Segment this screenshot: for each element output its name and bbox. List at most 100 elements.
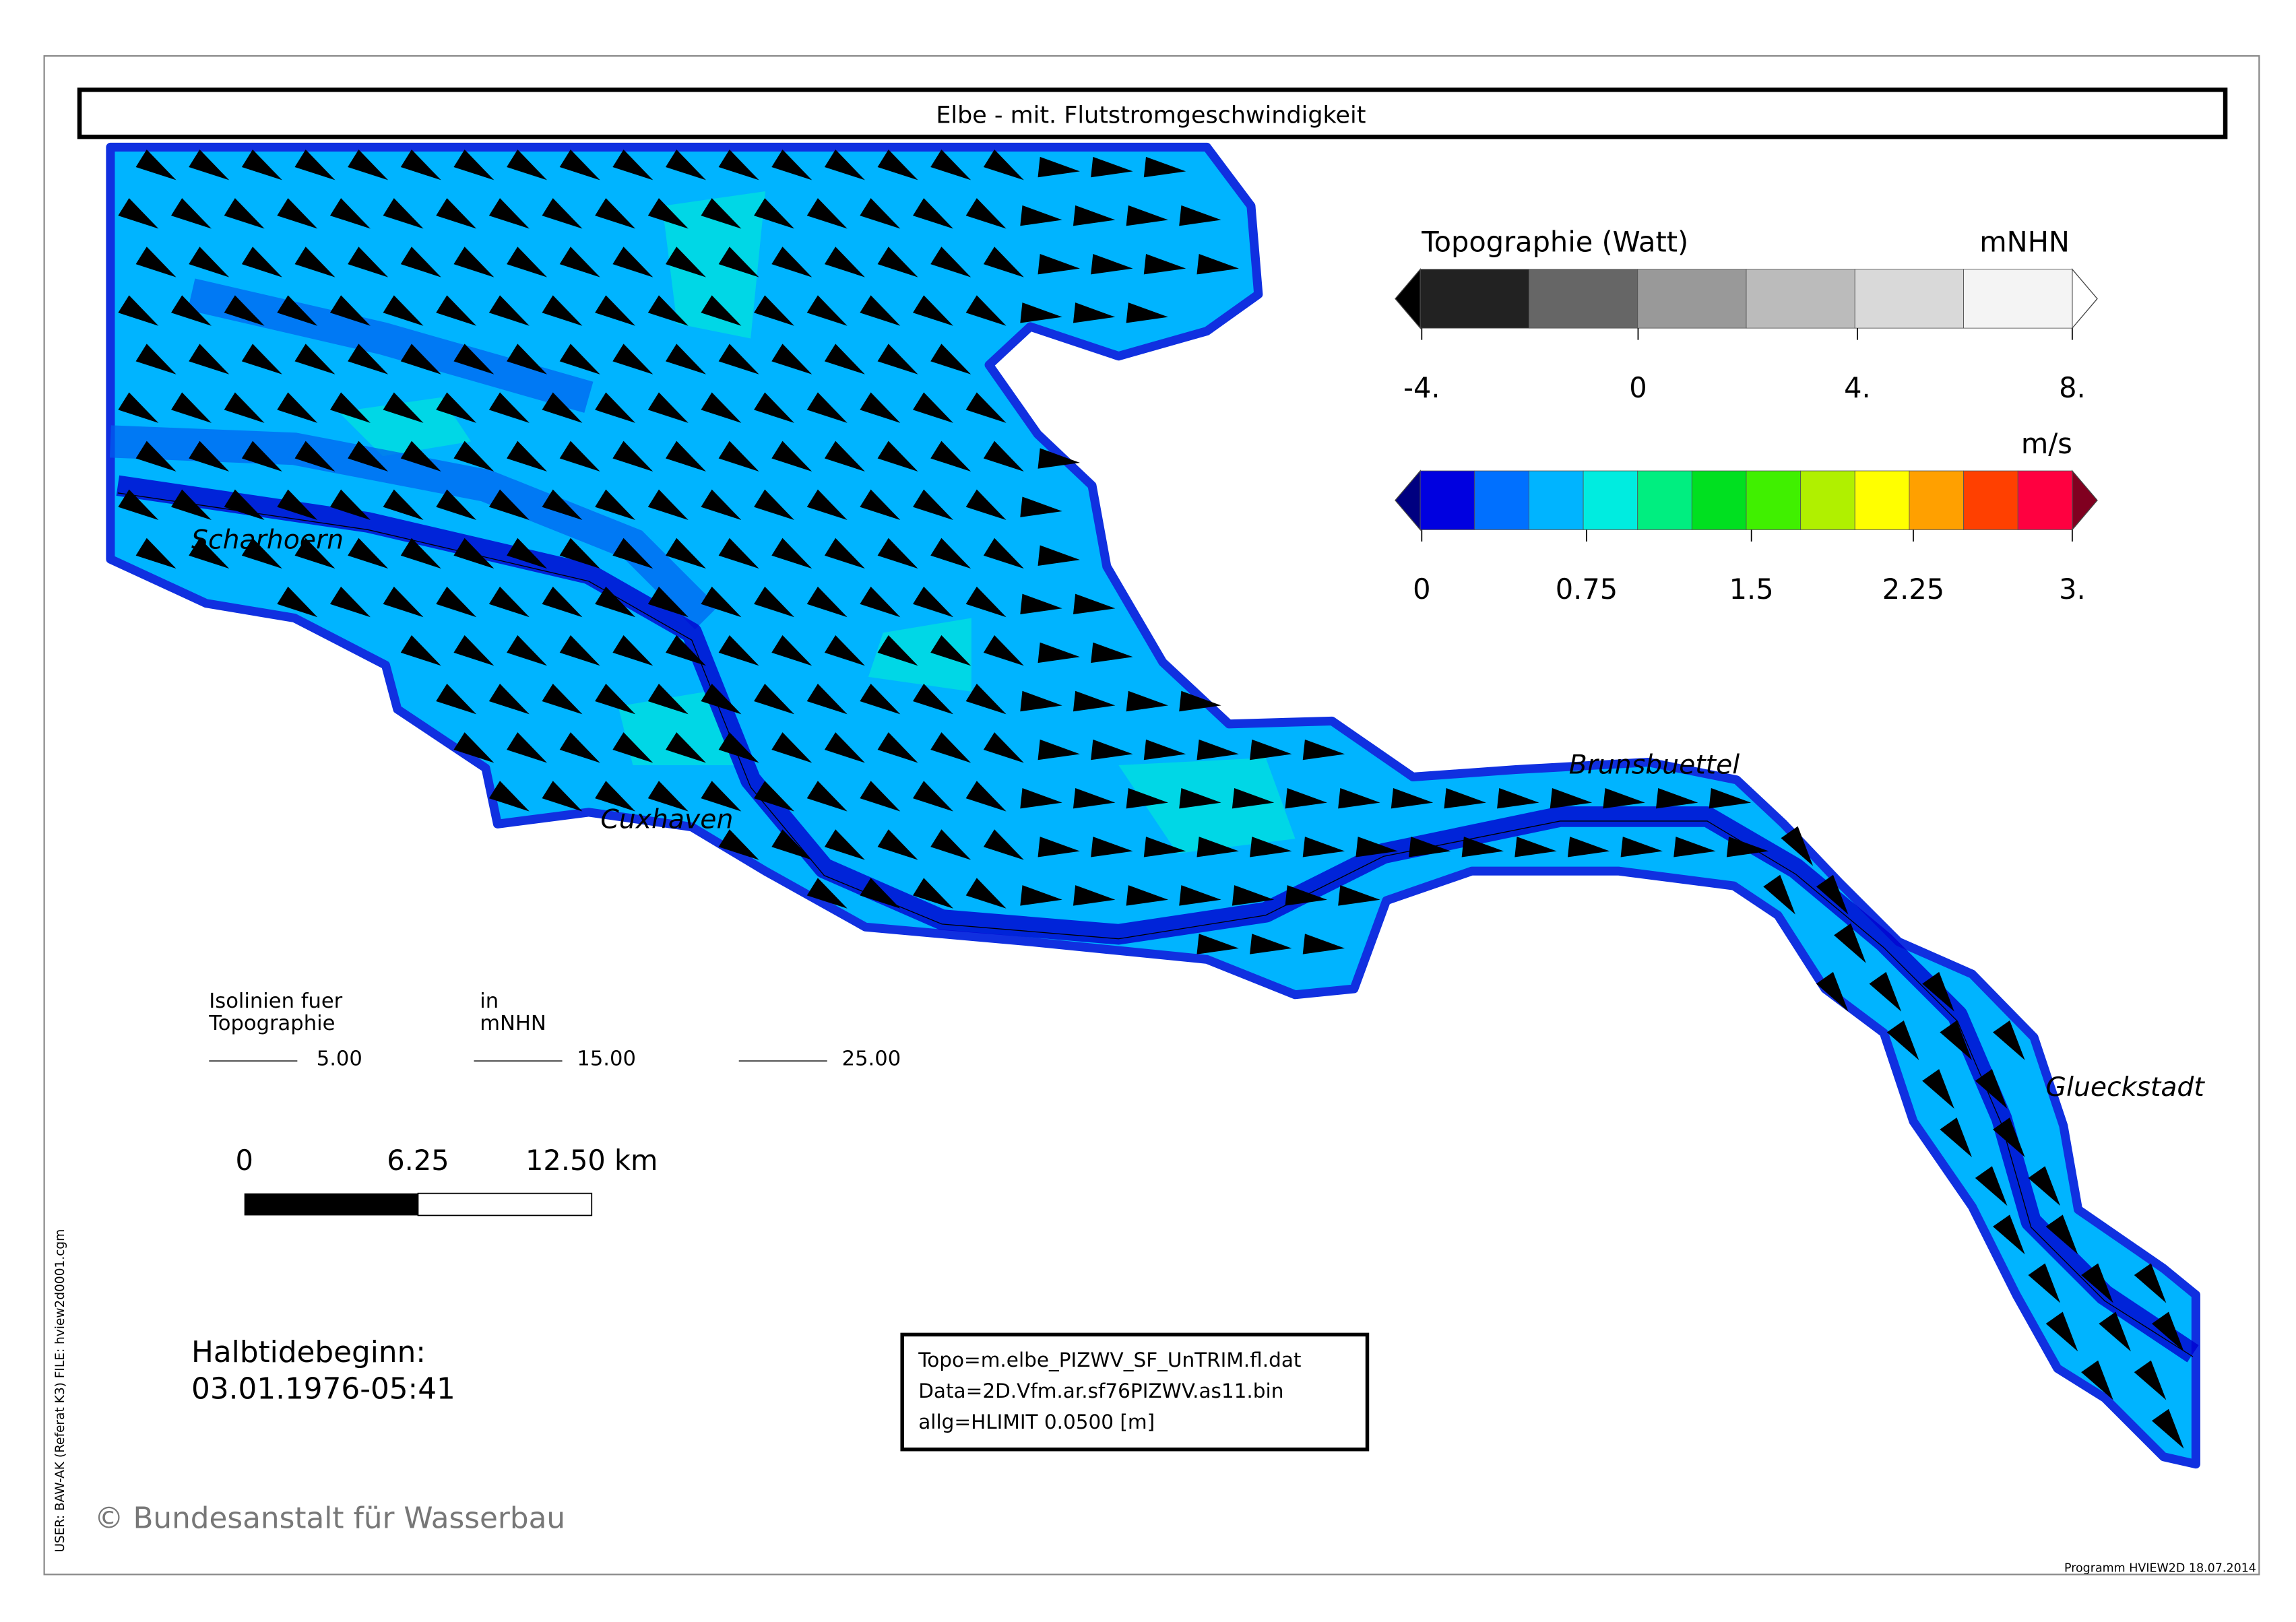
footer: Programm HVIEW2D 18.07.2014 bbox=[2064, 1562, 2256, 1576]
flow-arrow bbox=[1993, 1117, 2025, 1158]
flow-arrow bbox=[612, 150, 653, 181]
side-text: USER: BAW-AK (Referat K3) FILE: hview2d0… bbox=[53, 1229, 67, 1553]
flow-arrow bbox=[595, 781, 636, 812]
flow-arrow bbox=[983, 538, 1024, 569]
flow-arrow bbox=[1250, 934, 1292, 954]
flow-arrow bbox=[860, 586, 901, 618]
flow-arrow bbox=[453, 635, 495, 666]
flow-arrow bbox=[453, 732, 495, 763]
flow-arrow bbox=[877, 344, 918, 375]
flow-arrow bbox=[383, 392, 424, 423]
flow-arrow bbox=[488, 198, 530, 229]
flow-arrow bbox=[718, 441, 759, 472]
flow-arrow bbox=[701, 198, 742, 229]
legend-swatch bbox=[1420, 470, 1475, 530]
legend-tick-label: 1.5 bbox=[1729, 573, 1774, 606]
flow-arrow bbox=[912, 878, 953, 909]
legend-swatch bbox=[1963, 269, 2073, 329]
flow-arrow bbox=[1356, 837, 1398, 857]
flow-arrow bbox=[542, 295, 583, 326]
info-line: allg=HLIMIT 0.0500 [m] bbox=[918, 1410, 1155, 1433]
flow-arrow bbox=[1126, 302, 1169, 323]
flow-arrow bbox=[1038, 545, 1080, 566]
flow-arrow bbox=[559, 441, 600, 472]
flow-arrow bbox=[701, 586, 742, 618]
flow-arrow bbox=[453, 441, 495, 472]
flow-arrow bbox=[170, 295, 212, 326]
flow-arrow bbox=[1091, 837, 1133, 857]
flow-arrow bbox=[877, 247, 918, 278]
flow-arrow bbox=[1073, 787, 1116, 809]
flow-arrow bbox=[965, 586, 1007, 618]
legend-swatch bbox=[1963, 470, 2018, 530]
flow-arrow bbox=[665, 732, 706, 763]
legend-tick-label: 0.75 bbox=[1556, 573, 1618, 606]
flow-arrow bbox=[348, 247, 389, 278]
flow-arrow bbox=[1444, 787, 1486, 809]
flow-arrow bbox=[118, 295, 159, 326]
flow-arrow bbox=[1285, 885, 1327, 906]
flow-arrow bbox=[1143, 253, 1186, 275]
flow-arrow bbox=[912, 295, 953, 326]
flow-arrow bbox=[824, 538, 865, 569]
flow-arrow bbox=[1461, 837, 1504, 857]
flow-arrow bbox=[348, 344, 389, 375]
flow-arrow bbox=[1834, 923, 1866, 963]
flow-arrow bbox=[595, 586, 636, 618]
flow-arrow bbox=[612, 247, 653, 278]
flow-arrow bbox=[2028, 1166, 2061, 1206]
flow-arrow bbox=[754, 295, 795, 326]
flow-arrow bbox=[647, 295, 689, 326]
flow-arrow bbox=[595, 489, 636, 521]
shallow-patch bbox=[618, 691, 736, 765]
flow-arrow bbox=[1143, 156, 1186, 178]
flow-arrow bbox=[1816, 874, 1849, 915]
flow-arrow bbox=[1603, 787, 1645, 809]
flow-arrow bbox=[983, 732, 1024, 763]
flow-arrow bbox=[1302, 837, 1345, 857]
info-line: Data=2D.Vfm.ar.sf76PIZWV.as11.bin bbox=[918, 1380, 1283, 1402]
flow-arrow bbox=[488, 392, 530, 423]
flow-arrow bbox=[1197, 934, 1239, 954]
flow-arrow bbox=[507, 441, 548, 472]
flow-arrow bbox=[1497, 787, 1539, 809]
place-label: Cuxhaven bbox=[600, 804, 733, 835]
title-box bbox=[77, 87, 2228, 139]
flow-arrow bbox=[612, 635, 653, 666]
flow-arrow bbox=[1781, 826, 1814, 866]
flow-arrow bbox=[701, 781, 742, 812]
flow-arrow bbox=[718, 732, 759, 763]
flow-arrow bbox=[1020, 690, 1062, 712]
flow-arrow bbox=[647, 489, 689, 521]
flow-arrow bbox=[135, 150, 177, 181]
flow-arrow bbox=[1993, 1214, 2025, 1255]
legend-swatch bbox=[1474, 470, 1529, 530]
flow-arrow bbox=[1620, 837, 1663, 857]
flow-arrow bbox=[2081, 1263, 2113, 1303]
flow-arrow bbox=[771, 829, 812, 860]
flow-arrow bbox=[1338, 885, 1380, 906]
flow-arrow bbox=[647, 781, 689, 812]
flow-arrow bbox=[1073, 302, 1116, 323]
flow-arrow bbox=[701, 489, 742, 521]
flow-arrow bbox=[877, 441, 918, 472]
flow-arrow bbox=[436, 489, 477, 521]
flow-arrow bbox=[189, 150, 230, 181]
flow-arrow bbox=[1179, 787, 1221, 809]
flow-arrow bbox=[1940, 1117, 1973, 1158]
flow-arrow bbox=[1922, 1069, 1954, 1109]
flow-arrow bbox=[824, 150, 865, 181]
flow-arrow bbox=[1338, 787, 1380, 809]
flow-arrow bbox=[754, 489, 795, 521]
flow-arrow bbox=[488, 586, 530, 618]
flow-arrow bbox=[1816, 971, 1849, 1012]
flow-arrow bbox=[1179, 205, 1221, 226]
flow-arrow bbox=[1567, 837, 1610, 857]
flow-arrow bbox=[665, 247, 706, 278]
flow-arrow bbox=[665, 538, 706, 569]
legend-swatch bbox=[1746, 470, 1801, 530]
info-line: Topo=m.elbe_PIZWV_SF_UnTRIM.fl.dat bbox=[918, 1349, 1301, 1371]
flow-arrow bbox=[754, 198, 795, 229]
scale-label: 0 bbox=[235, 1144, 253, 1177]
flow-arrow bbox=[912, 781, 953, 812]
